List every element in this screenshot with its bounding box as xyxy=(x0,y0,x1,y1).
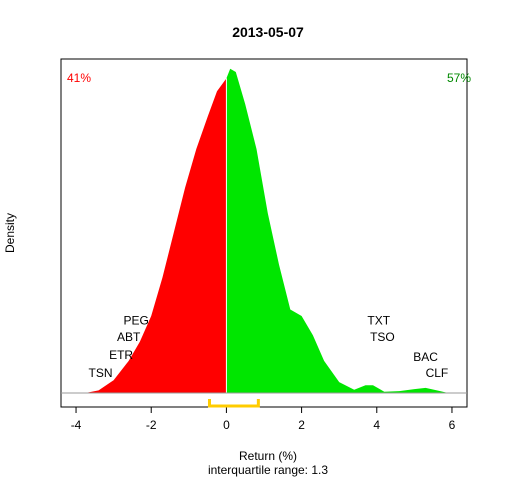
ticker-label-clf: CLF xyxy=(426,366,449,380)
x-tick-label: 2 xyxy=(298,418,305,432)
ticker-label-etr: ETR xyxy=(109,348,133,362)
density-areas xyxy=(85,68,449,394)
ticker-label-txt: TXT xyxy=(367,313,390,327)
density-area-negative xyxy=(85,78,227,394)
ticker-label-tsn: TSN xyxy=(89,366,113,380)
iqr-bracket xyxy=(207,399,260,408)
y-axis-label: Density xyxy=(3,213,17,253)
x-tick-label: 4 xyxy=(373,418,380,432)
ticker-label-peg: PEG xyxy=(124,313,149,327)
iqr-subtitle: interquartile range: 1.3 xyxy=(208,463,328,477)
x-axis: -4 -2 0 2 4 6 xyxy=(71,406,456,432)
x-axis-label: Return (%) xyxy=(239,449,297,463)
x-tick-label: -4 xyxy=(71,418,82,432)
ticker-labels: PEG ABT ETR TSN TXT TSO BAC CLF xyxy=(89,313,449,380)
x-tick-label: 0 xyxy=(223,418,230,432)
ticker-label-bac: BAC xyxy=(413,350,438,364)
density-area-positive xyxy=(226,68,449,394)
x-tick-label: 6 xyxy=(449,418,456,432)
ticker-label-tso: TSO xyxy=(370,330,395,344)
chart-title: 2013-05-07 xyxy=(232,24,304,40)
left-share-label: 41% xyxy=(67,71,91,85)
ticker-label-abt: ABT xyxy=(117,330,141,344)
x-tick-label: -2 xyxy=(146,418,157,432)
right-share-label: 57% xyxy=(447,71,471,85)
